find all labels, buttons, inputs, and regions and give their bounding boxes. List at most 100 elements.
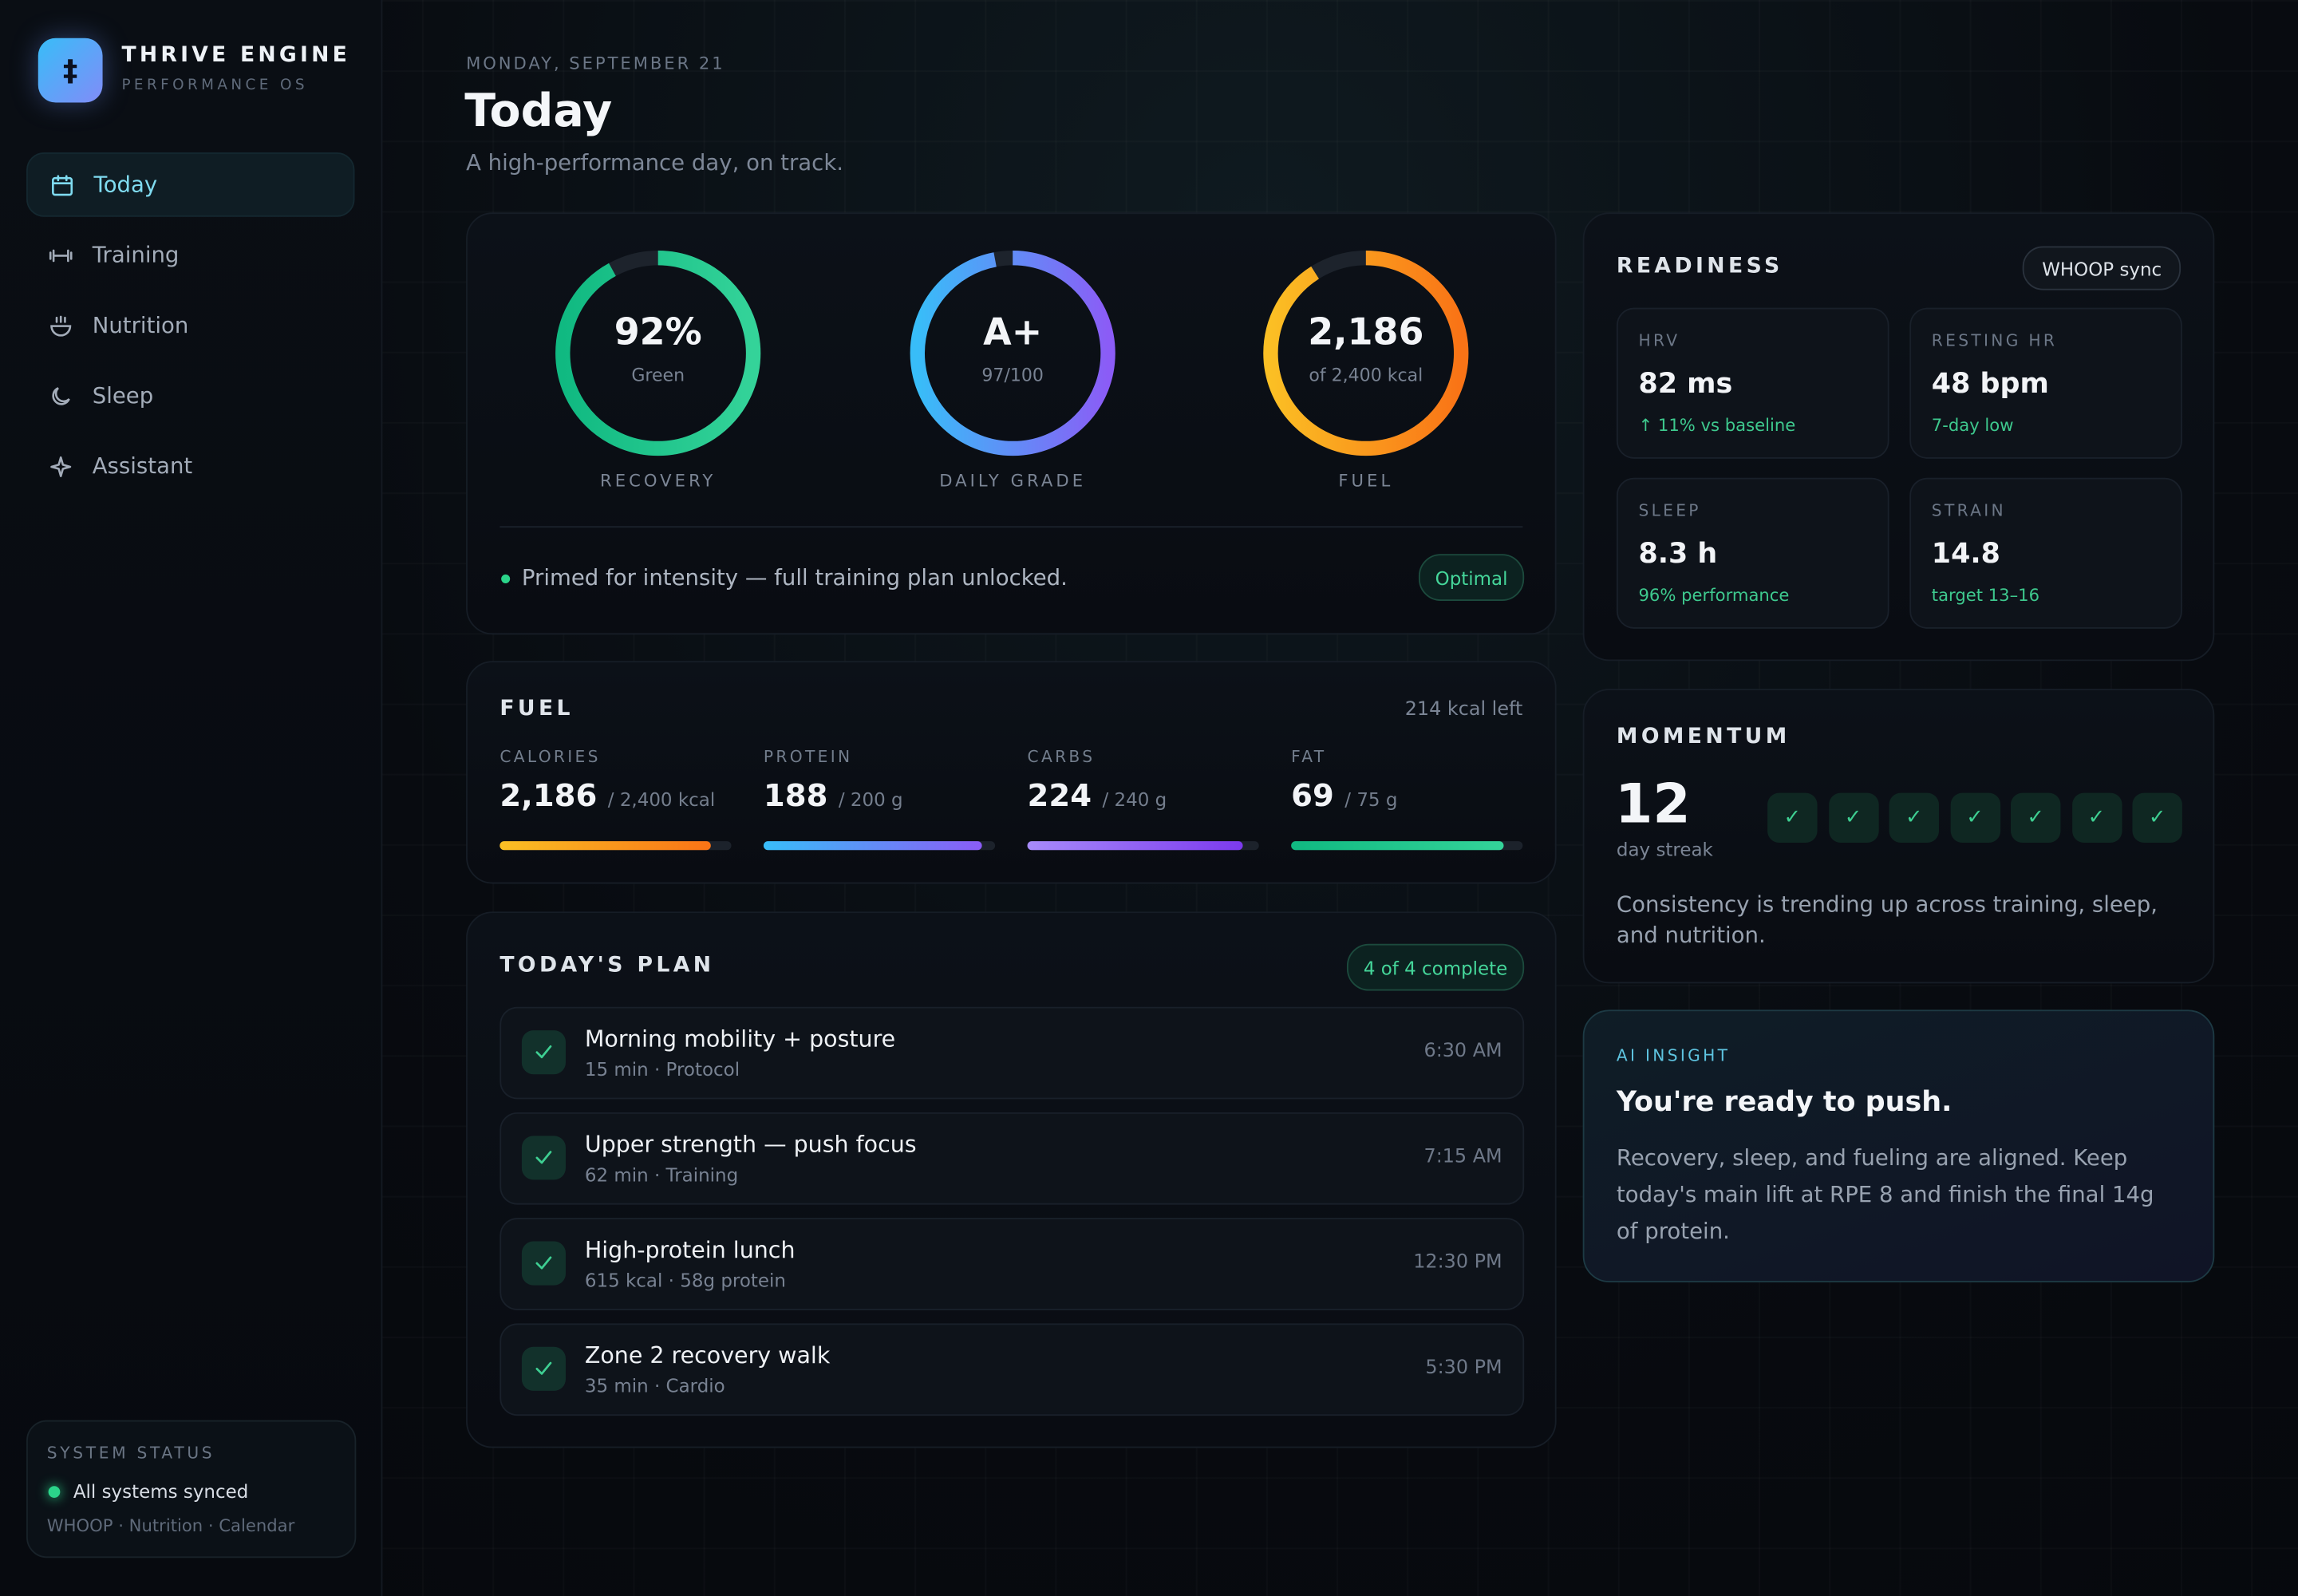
ring-chart <box>1263 251 1469 456</box>
ai-insight-card: AI INSIGHT You're ready to push. Recover… <box>1582 1009 2215 1282</box>
macro-progress-fill <box>499 841 711 851</box>
stat-value: 82 ms <box>1638 367 1733 401</box>
system-status-text: All systems synced <box>73 1479 249 1503</box>
stat-note: 7-day low <box>1931 414 2014 436</box>
ring-label: FUEL <box>1338 470 1394 492</box>
plan-item-details: 615 kcal · 58g protein <box>584 1269 786 1292</box>
insight-eyebrow: AI INSIGHT <box>1616 1046 1731 1066</box>
recovery-ring[interactable]: 92% Green RECOVERY <box>548 243 768 491</box>
stat-label: STRAIN <box>1931 501 2006 520</box>
sidebar: ‡ THRIVE ENGINE PERFORMANCE OS Today Tra… <box>0 0 383 1596</box>
divider <box>499 526 1523 528</box>
streak-day-check-icon: ✓ <box>1828 792 1878 843</box>
sidebar-item-label: Nutrition <box>92 312 189 339</box>
stat-tile[interactable]: STRAIN 14.8 target 13–16 <box>1909 477 2182 629</box>
system-status-title: SYSTEM STATUS <box>46 1444 215 1463</box>
stat-tile[interactable]: SLEEP 8.3 h 96% performance <box>1616 477 1889 629</box>
ring-label: DAILY GRADE <box>939 470 1087 492</box>
optimal-badge: Optimal <box>1418 554 1525 601</box>
macro-value: 188 / 200 g <box>763 778 903 814</box>
stat-label: HRV <box>1638 331 1680 350</box>
brand-logo[interactable]: ‡ <box>38 38 103 103</box>
streak-day-check-icon: ✓ <box>2010 792 2061 843</box>
plan-item-title: Morning mobility + posture <box>584 1025 896 1053</box>
ring-sub: Green <box>631 365 685 386</box>
stat-note: 96% performance <box>1638 584 1790 606</box>
fuel-ring[interactable]: 2,186 of 2,400 kcal FUEL <box>1256 243 1476 491</box>
momentum-card: MOMENTUM 12 day streak ✓ ✓ ✓ ✓ ✓ ✓ ✓ Consisten… <box>1582 689 2215 984</box>
momentum-title: MOMENTUM <box>1616 725 1791 749</box>
sidebar-item-assistant[interactable]: Assistant <box>26 434 354 499</box>
stat-value: 8.3 h <box>1638 538 1718 571</box>
whoop-sync-button[interactable]: WHOOP sync <box>2023 246 2182 290</box>
plan-item-time: 6:30 AM <box>1423 1040 1502 1063</box>
plan-item[interactable]: Morning mobility + posture 15 min · Proto… <box>499 1006 1525 1100</box>
sidebar-item-training[interactable]: Training <box>26 223 354 287</box>
stat-label: RESTING HR <box>1931 331 2058 350</box>
checkbox-checked-icon[interactable] <box>521 1136 566 1180</box>
plan-item-time: 7:15 AM <box>1423 1146 1502 1168</box>
streak-label: day streak <box>1616 838 1713 861</box>
sidebar-nav: Today Training Nutrition Sleep <box>26 152 355 504</box>
ring-value: 92% <box>614 310 702 354</box>
stat-value: 14.8 <box>1931 538 2000 571</box>
todays-plan-card: TODAY'S PLAN 4 of 4 complete Morning mob… <box>466 911 1557 1448</box>
page-subtitle: A high-performance day, on track. <box>466 149 844 176</box>
macro-value: 69 / 75 g <box>1291 778 1398 814</box>
sparkle-icon <box>47 452 73 479</box>
bowl-icon <box>47 312 73 338</box>
fuel-title: FUEL <box>499 697 574 721</box>
brand-subtitle: PERFORMANCE OS <box>121 77 308 94</box>
fuel-remaining: 214 kcal left <box>1404 699 1523 721</box>
macro-label: CARBS <box>1027 747 1096 767</box>
macro-value: 224 / 240 g <box>1027 778 1167 814</box>
streak-day-check-icon: ✓ <box>2071 792 2122 843</box>
macro-label: CALORIES <box>499 747 601 767</box>
ring-progress-arc <box>1263 251 1469 456</box>
readiness-title: READINESS <box>1616 255 1783 279</box>
macro-progress-fill <box>1027 841 1243 851</box>
readiness-card: READINESS WHOOP sync HRV 82 ms ↑ 11% vs ba… <box>1582 212 2215 662</box>
page-title: Today <box>464 85 613 138</box>
daily-grade-ring[interactable]: A+ 97/100 DAILY GRADE <box>902 243 1123 491</box>
stat-note: target 13–16 <box>1931 584 2040 606</box>
streak-day-check-icon: ✓ <box>1949 792 2000 843</box>
macro-protein: PROTEIN 188 / 200 g <box>763 747 996 851</box>
plan-item[interactable]: Upper strength — push focus 62 min · Trai… <box>499 1112 1525 1205</box>
macro-progress-bar <box>763 841 996 851</box>
fuel-card: FUEL 214 kcal left CALORIES 2,186 / 2,400… <box>466 661 1557 884</box>
plan-item-details: 35 min · Cardio <box>584 1374 725 1397</box>
streak-day-check-icon: ✓ <box>2132 792 2182 843</box>
ring-value: 2,186 <box>1308 310 1424 354</box>
stat-value: 48 bpm <box>1931 367 2049 401</box>
plan-item[interactable]: High-protein lunch 615 kcal · 58g protein… <box>499 1218 1525 1310</box>
plan-item-title: Upper strength — push focus <box>584 1131 917 1158</box>
sidebar-item-nutrition[interactable]: Nutrition <box>26 293 354 358</box>
sidebar-item-label: Assistant <box>92 452 193 480</box>
ring-value: A+ <box>983 310 1043 354</box>
plan-item-details: 62 min · Training <box>584 1163 739 1186</box>
system-status-card: SYSTEM STATUS All systems synced WHOOP ·… <box>26 1420 357 1558</box>
page-date: MONDAY, SEPTEMBER 21 <box>466 53 725 73</box>
macro-progress-bar <box>499 841 732 851</box>
moon-icon <box>47 382 73 409</box>
sidebar-item-sleep[interactable]: Sleep <box>26 363 354 428</box>
macro-label: FAT <box>1291 747 1327 767</box>
checkbox-checked-icon[interactable] <box>521 1346 566 1391</box>
sidebar-item-label: Training <box>92 242 180 269</box>
stat-tile[interactable]: RESTING HR 48 bpm 7-day low <box>1909 307 2182 459</box>
checkbox-checked-icon[interactable] <box>521 1241 566 1286</box>
macro-value: 2,186 / 2,400 kcal <box>499 778 716 814</box>
plan-item[interactable]: Zone 2 recovery walk 35 min · Cardio 5:30 … <box>499 1323 1525 1416</box>
ring-sub: 97/100 <box>981 365 1044 386</box>
plan-item-details: 15 min · Protocol <box>584 1057 740 1080</box>
plan-item-time: 12:30 PM <box>1413 1251 1502 1274</box>
checkbox-checked-icon[interactable] <box>521 1030 566 1075</box>
macro-label: PROTEIN <box>763 747 853 767</box>
sidebar-item-today[interactable]: Today <box>26 152 355 217</box>
stat-tile[interactable]: HRV 82 ms ↑ 11% vs baseline <box>1616 307 1889 459</box>
status-dot-icon <box>48 1486 61 1498</box>
macro-progress-fill <box>763 841 981 851</box>
insight-title: You're ready to push. <box>1616 1085 1953 1119</box>
plan-item-title: High-protein lunch <box>584 1237 796 1264</box>
